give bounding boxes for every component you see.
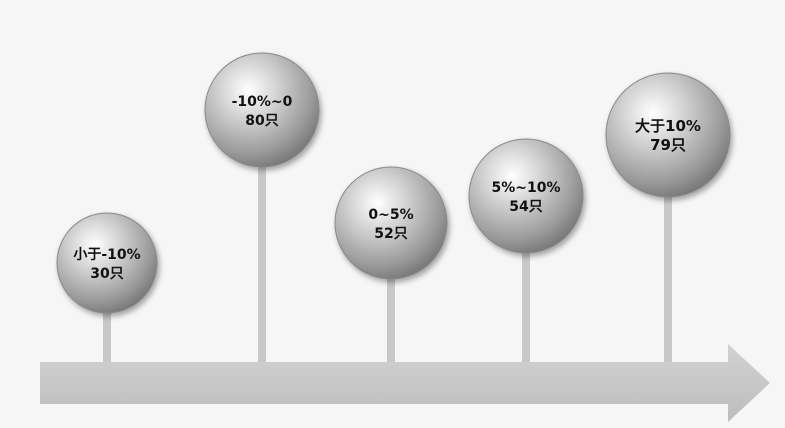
bubble-circle-5: [605, 72, 731, 198]
bubble-5: 大于10%79只: [605, 72, 731, 198]
bubble-1: 小于-10% 30只: [56, 212, 158, 314]
bubble-circle-1: [56, 212, 158, 314]
bubble-count-label-4: 54只: [509, 199, 542, 215]
bubble-count-label-5: 79只: [650, 136, 686, 154]
bubbles-layer: 小于-10% 30只 -10%~0 80只 0~5% 52只 5%~10% 54只 大于10%7…: [56, 52, 731, 314]
stem-4: [522, 247, 530, 362]
stem-1: [103, 307, 111, 362]
bubble-range-label-5: 大于10%: [635, 117, 701, 135]
stem-5: [664, 191, 672, 362]
bubble-range-label-2: -10%~0: [232, 94, 293, 110]
bubble-count-label-2: 80只: [245, 113, 278, 129]
bubble-2: -10%~0 80只: [204, 52, 320, 168]
bubble-3: 0~5% 52只: [334, 166, 448, 280]
bubble-circle-4: [468, 138, 584, 254]
bubble-range-label-3: 0~5%: [368, 207, 413, 223]
bubble-count-label-1: 30只: [90, 266, 123, 282]
bubble-count-label-3: 52只: [374, 226, 407, 242]
stem-2: [258, 161, 266, 362]
stem-3: [387, 273, 395, 362]
timeline-arrow: [40, 344, 770, 422]
bubble-4: 5%~10% 54只: [468, 138, 584, 254]
stems-layer: [103, 161, 672, 362]
bubble-range-label-1: 小于-10%: [73, 247, 140, 263]
bubble-circle-3: [334, 166, 448, 280]
bubble-circle-2: [204, 52, 320, 168]
bubble-range-label-4: 5%~10%: [491, 180, 560, 196]
